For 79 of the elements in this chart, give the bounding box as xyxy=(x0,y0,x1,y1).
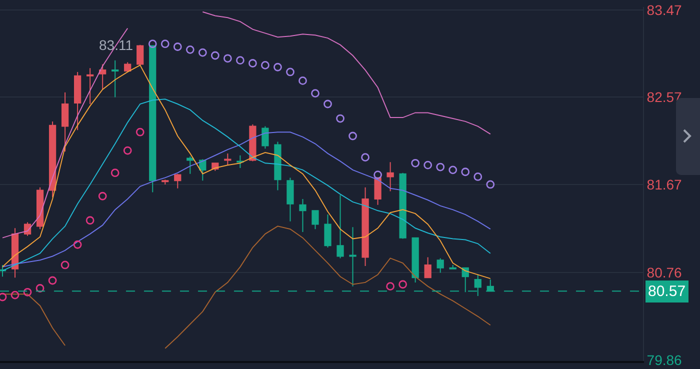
point xyxy=(136,128,144,136)
candlestick xyxy=(174,173,182,189)
point xyxy=(223,54,232,63)
point xyxy=(10,290,20,300)
point xyxy=(186,45,194,54)
candlestick xyxy=(236,154,244,168)
candlestick xyxy=(362,186,369,266)
candlestick xyxy=(449,264,456,270)
line-series xyxy=(2,64,491,280)
point xyxy=(424,160,432,170)
candlestick xyxy=(336,194,344,259)
point xyxy=(274,62,282,72)
point xyxy=(286,68,294,76)
candlestick xyxy=(124,62,132,72)
point xyxy=(386,282,394,291)
point xyxy=(48,276,57,285)
point xyxy=(148,40,157,48)
point xyxy=(324,100,332,108)
y-tick-label: 82.57 xyxy=(646,89,682,106)
candlestick xyxy=(61,92,69,152)
candlestick xyxy=(412,237,419,283)
y-tick-label: 79.86 xyxy=(646,352,682,368)
point xyxy=(298,76,307,85)
point xyxy=(461,168,470,176)
candlestick xyxy=(324,214,332,248)
point xyxy=(398,280,408,289)
point xyxy=(236,56,244,65)
candlestick xyxy=(112,60,119,98)
candlestick xyxy=(162,179,169,185)
ref-line-label: 80.57 xyxy=(648,283,686,300)
y-tick-label: 83.47 xyxy=(646,2,682,18)
line-series xyxy=(2,98,491,272)
candlestick xyxy=(86,68,94,104)
candlestick xyxy=(399,172,406,240)
point xyxy=(60,260,70,270)
point xyxy=(198,48,207,57)
point xyxy=(311,89,320,98)
point xyxy=(210,51,220,60)
y-tick-label: 81.67 xyxy=(646,176,682,192)
point xyxy=(436,162,445,172)
candlestick xyxy=(386,162,394,192)
candlestick xyxy=(286,177,294,222)
candlestick xyxy=(36,186,44,230)
point xyxy=(336,114,344,123)
candlestick xyxy=(349,226,356,287)
point xyxy=(98,192,107,200)
point xyxy=(348,132,357,140)
candlestick xyxy=(249,124,256,162)
candlestick xyxy=(48,120,56,198)
candlestick xyxy=(136,44,144,66)
point xyxy=(23,288,32,296)
point xyxy=(36,284,44,292)
point xyxy=(486,180,495,189)
candlestick xyxy=(262,126,269,150)
candlestick xyxy=(462,267,469,293)
candlestick xyxy=(74,71,82,131)
point xyxy=(474,172,482,181)
candlestick xyxy=(424,256,432,278)
candlestick xyxy=(99,64,106,90)
candlestick xyxy=(299,198,306,233)
candlestick xyxy=(224,152,232,166)
point xyxy=(248,59,257,68)
point xyxy=(160,40,170,48)
point xyxy=(374,170,382,179)
point xyxy=(73,240,82,249)
point xyxy=(411,158,420,168)
candlestick xyxy=(274,141,282,191)
point xyxy=(448,166,458,174)
point xyxy=(173,42,182,51)
candlestick xyxy=(436,258,444,274)
candlestick xyxy=(312,210,319,230)
candlestick xyxy=(186,156,194,174)
point xyxy=(110,168,120,178)
point xyxy=(123,146,132,155)
line-series xyxy=(2,132,491,268)
point xyxy=(261,60,270,70)
point xyxy=(361,153,370,162)
y-tick-label: 80.76 xyxy=(646,264,682,281)
point xyxy=(86,216,94,225)
